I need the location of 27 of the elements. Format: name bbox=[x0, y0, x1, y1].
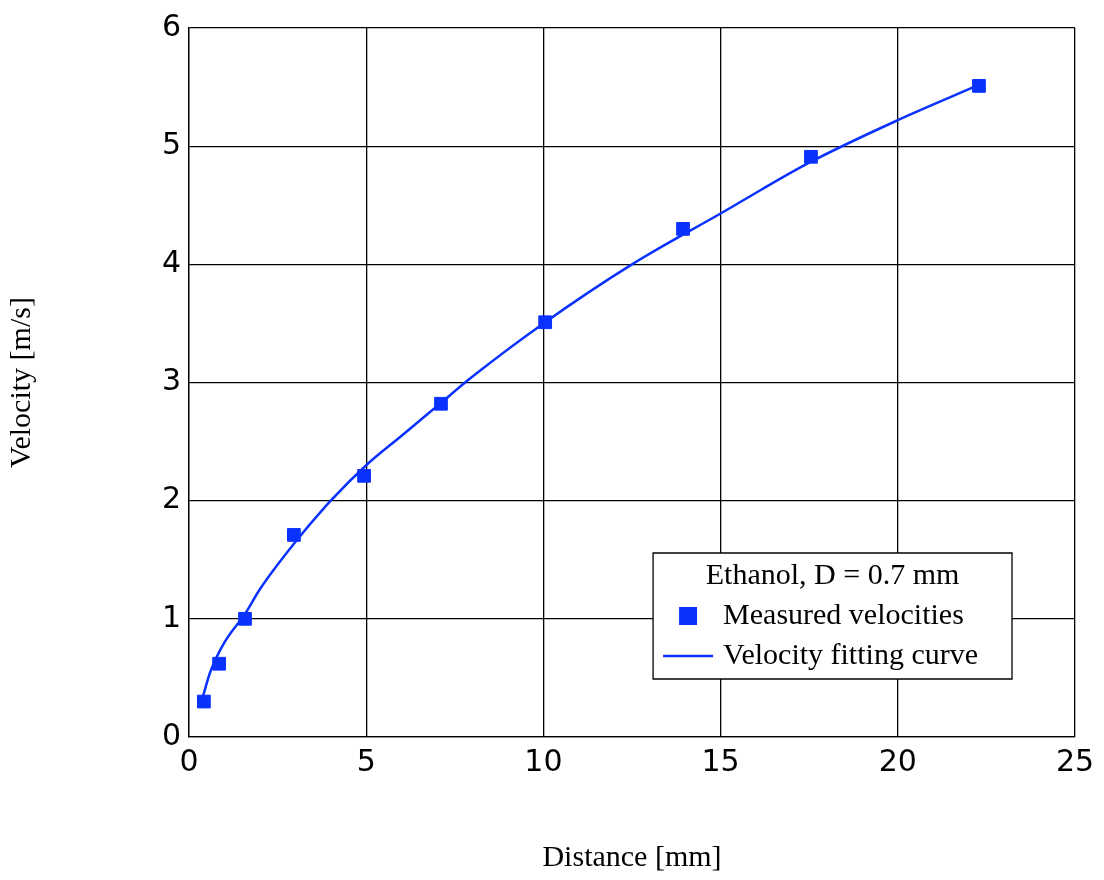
y-tick-label: 4 bbox=[161, 244, 181, 280]
y-tick-label: 5 bbox=[161, 125, 181, 161]
point bbox=[197, 694, 211, 709]
point bbox=[238, 611, 252, 626]
y-tick-label: 1 bbox=[161, 598, 181, 634]
y-tick-label: 2 bbox=[161, 480, 181, 516]
y-tick-label: 6 bbox=[161, 7, 181, 43]
point bbox=[538, 315, 553, 330]
y-tick-label: 0 bbox=[161, 716, 181, 752]
point bbox=[676, 222, 690, 236]
point bbox=[357, 468, 371, 483]
x-tick-label: 15 bbox=[701, 742, 740, 778]
point bbox=[434, 396, 448, 411]
point bbox=[972, 79, 986, 93]
point bbox=[804, 149, 818, 164]
x-axis-title: Distance [mm] bbox=[542, 838, 722, 872]
legend-label: Velocity fitting curve bbox=[723, 636, 979, 670]
legend-title: Ethanol, D = 0.7 mm bbox=[705, 556, 960, 590]
point bbox=[287, 528, 301, 542]
x-tick-label: 20 bbox=[878, 742, 917, 778]
x-tick-label: 10 bbox=[524, 742, 563, 778]
y-axis-title: Velocity [m/s] bbox=[2, 297, 36, 468]
point bbox=[212, 656, 226, 671]
x-tick-label: 5 bbox=[356, 742, 376, 778]
y-tick-label: 3 bbox=[161, 362, 181, 398]
legend-label: Measured velocities bbox=[723, 596, 964, 630]
x-tick-label: 25 bbox=[1055, 742, 1095, 778]
